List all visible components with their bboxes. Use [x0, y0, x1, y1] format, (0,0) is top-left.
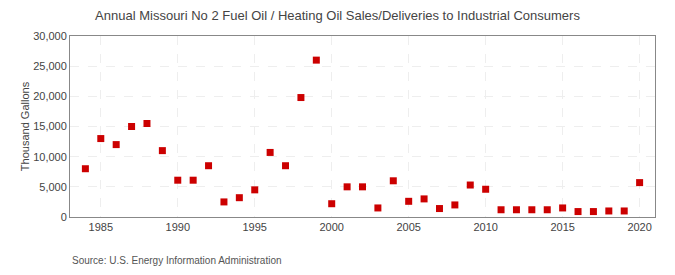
svg-text:1995: 1995: [242, 221, 266, 233]
svg-text:15,000: 15,000: [33, 120, 67, 132]
svg-text:Thousand Gallons: Thousand Gallons: [19, 81, 31, 171]
svg-text:2015: 2015: [550, 221, 574, 233]
svg-text:25,000: 25,000: [33, 60, 67, 72]
svg-text:Annual Missouri No 2 Fuel Oil: Annual Missouri No 2 Fuel Oil / Heating …: [95, 8, 580, 23]
svg-text:10,000: 10,000: [33, 151, 67, 163]
svg-text:2000: 2000: [319, 221, 343, 233]
svg-text:2010: 2010: [473, 221, 497, 233]
svg-text:0: 0: [61, 211, 67, 223]
svg-text:2020: 2020: [627, 221, 651, 233]
svg-text:Source: U.S. Energy Informatio: Source: U.S. Energy Information Administ…: [72, 255, 282, 266]
svg-text:1990: 1990: [166, 221, 190, 233]
svg-text:2005: 2005: [396, 221, 420, 233]
svg-text:30,000: 30,000: [33, 30, 67, 42]
svg-text:5,000: 5,000: [39, 181, 67, 193]
svg-text:1985: 1985: [89, 221, 113, 233]
svg-text:20,000: 20,000: [33, 90, 67, 102]
